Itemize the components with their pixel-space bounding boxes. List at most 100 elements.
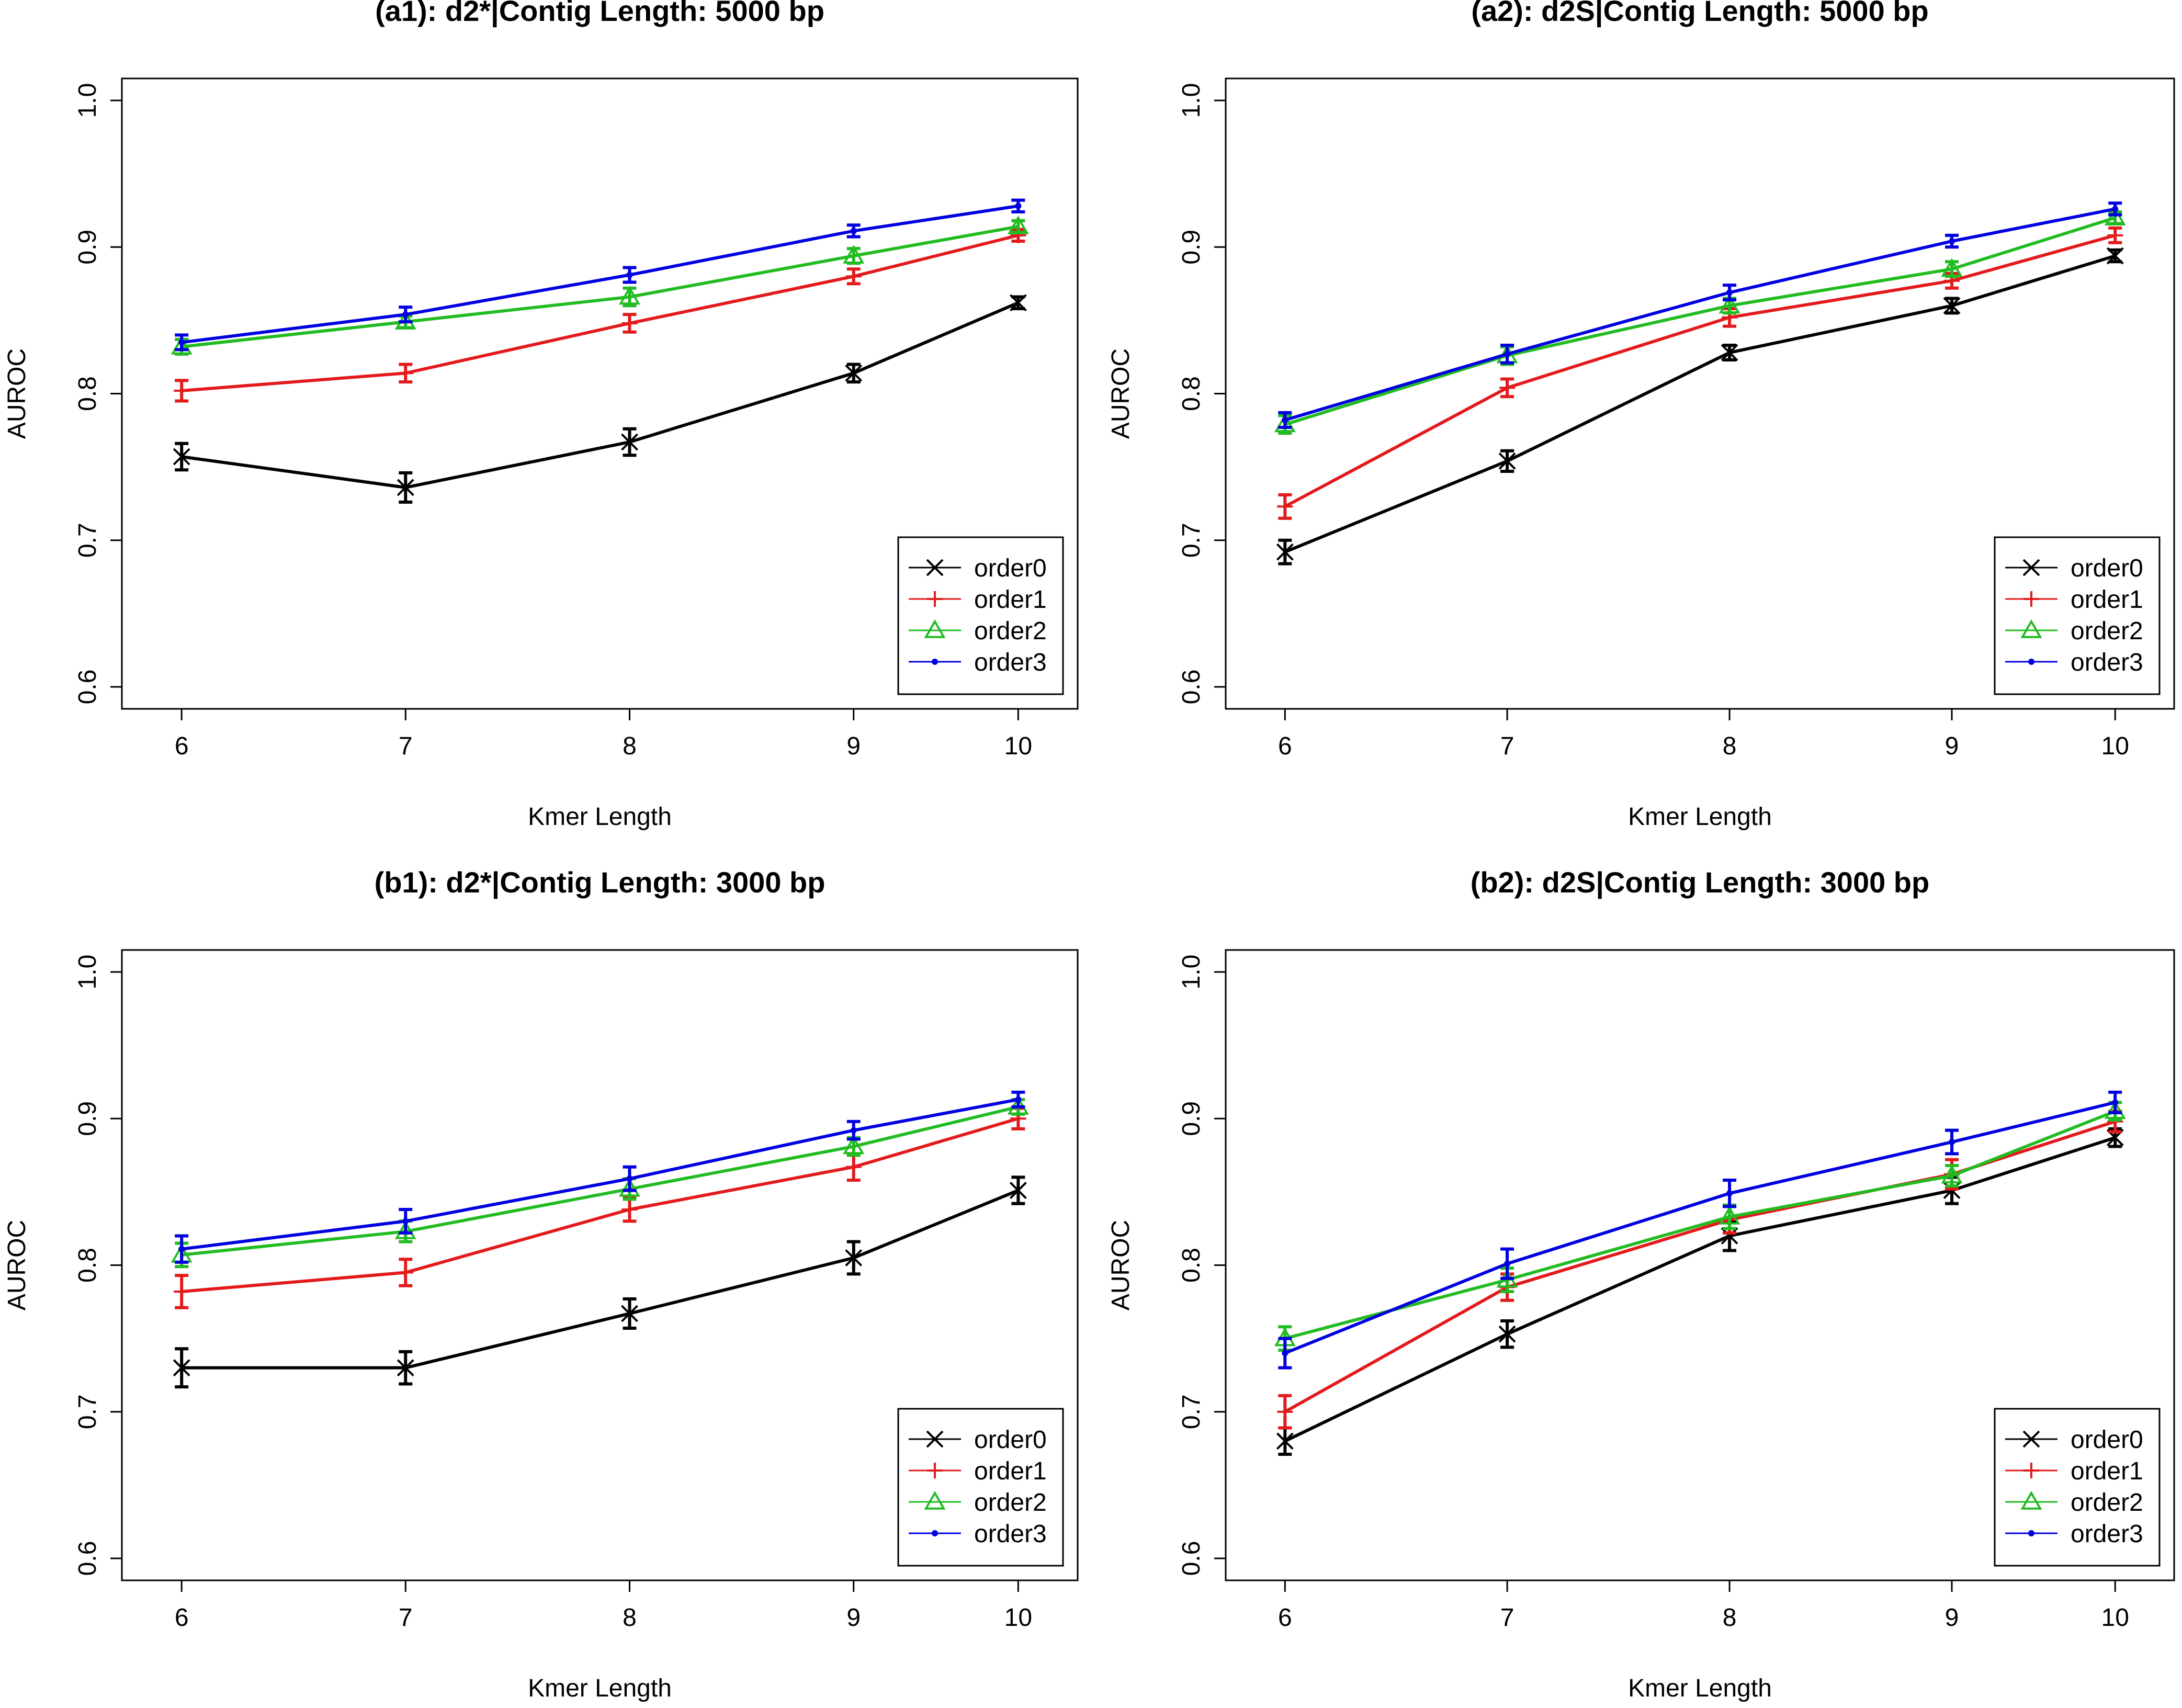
legend-swatch-marker: [2022, 559, 2040, 576]
legend-label: order2: [2071, 617, 2143, 645]
legend-swatch-marker: [932, 1530, 938, 1536]
x-tick-label: 9: [846, 732, 861, 760]
y-tick-label: 0.9: [74, 230, 101, 265]
marker-stroke: [621, 1305, 638, 1322]
legend-item-order0: order0: [2005, 555, 2143, 582]
series-order1: [174, 227, 1026, 403]
legend-item-order3: order3: [2005, 1520, 2143, 1548]
data-point: [1282, 416, 1288, 423]
y-tick-label: 0.6: [74, 670, 101, 705]
data-point: [2106, 247, 2124, 265]
legend-label: order3: [974, 1520, 1047, 1548]
series-line: [1284, 1136, 2116, 1443]
data-point: [850, 1127, 857, 1134]
x-axis-label: Kmer Length: [528, 803, 672, 831]
legend-item-order0: order0: [2005, 1426, 2143, 1454]
data-point: [1941, 258, 1963, 277]
legend-swatch-marker: [2020, 1490, 2042, 1510]
legend: order0 order1 order2 order3: [897, 1408, 1064, 1567]
series-line: [1284, 216, 2116, 426]
x-tick-label: 9: [1945, 1604, 1959, 1632]
legend-label: order1: [2071, 1457, 2143, 1485]
data-point: [2107, 227, 2123, 243]
legend: order0 order1 order2 order3: [1994, 536, 2161, 695]
legend-swatch-marker: [2028, 1530, 2034, 1536]
y-tick-label: 0.6: [1178, 1541, 1205, 1576]
y-tick-label: 0.8: [1178, 1248, 1205, 1283]
marker-stroke: [1943, 297, 1961, 314]
data-point: [1504, 350, 1511, 357]
series-line: [181, 1117, 1019, 1293]
legend-label: order1: [974, 1457, 1047, 1485]
series-order3: [1278, 201, 2122, 429]
data-point: [843, 245, 865, 264]
marker-stroke: [1009, 1182, 1027, 1199]
y-tick-label: 0.6: [74, 1541, 101, 1576]
series-order1: [174, 1106, 1026, 1309]
legend-item-order1: order1: [909, 586, 1047, 614]
legend-swatch-marker: [2023, 1463, 2039, 1478]
x-tick-label: 9: [1945, 732, 1959, 760]
data-point: [1498, 1325, 1516, 1343]
data-point: [621, 1202, 638, 1218]
marker-stroke: [926, 1430, 944, 1448]
y-tick-label: 1.0: [74, 83, 101, 118]
x-tick-label: 6: [1278, 732, 1292, 760]
y-axis-label: AUROC: [1107, 1220, 1135, 1310]
data-point: [1719, 295, 1740, 314]
legend-item-order3: order3: [909, 1520, 1047, 1548]
x-axis-label: Kmer Length: [1628, 803, 1772, 831]
x-tick-label: 6: [1278, 1604, 1292, 1632]
legend-label: order2: [974, 617, 1047, 645]
data-point: [1276, 1432, 1294, 1450]
data-point: [619, 1178, 640, 1197]
data-point: [174, 1283, 190, 1299]
marker-stroke: [1276, 1432, 1294, 1450]
series-order2: [1274, 207, 2126, 435]
data-point: [1015, 202, 1022, 209]
y-tick-label: 0.9: [1178, 230, 1205, 265]
legend-label: order3: [974, 649, 1047, 676]
data-point: [845, 1249, 863, 1266]
y-tick-label: 1.0: [74, 955, 101, 990]
series-line: [181, 233, 1019, 392]
x-tick-label: 10: [2101, 732, 2129, 760]
x-tick-label: 8: [623, 732, 637, 760]
data-point: [850, 228, 857, 234]
marker-stroke: [2022, 559, 2040, 576]
y-tick-label: 0.7: [1178, 1394, 1205, 1429]
legend-swatch-marker: [2028, 659, 2034, 665]
data-point: [1282, 1350, 1288, 1356]
data-point: [1949, 238, 1955, 245]
series-order0: [1276, 1127, 2124, 1456]
data-point: [1504, 1260, 1511, 1267]
panel-a1: (a1): d2*|Contig Length: 5000 bp 0.6 0.7 0.…: [3, 0, 1079, 831]
legend-label: order3: [2071, 1520, 2143, 1548]
legend-swatch-marker: [926, 559, 944, 576]
y-tick-label: 1.0: [1178, 83, 1205, 118]
series-order0: [173, 1175, 1027, 1389]
chart-title: (a2): d2S|Contig Length: 5000 bp: [1471, 0, 1928, 28]
series-line: [1284, 233, 2116, 508]
y-axis-label: AUROC: [3, 348, 31, 439]
data-point: [394, 1220, 416, 1239]
data-point: [1274, 413, 1296, 433]
y-tick-label: 0.9: [1178, 1101, 1205, 1136]
data-point: [402, 311, 409, 318]
data-point: [174, 382, 190, 399]
marker-stroke: [2022, 1430, 2040, 1448]
legend-item-order2: order2: [2005, 617, 2143, 645]
series-order0: [173, 294, 1027, 504]
marker-stroke: [1498, 1325, 1516, 1343]
data-point: [1277, 1404, 1293, 1420]
x-tick-label: 8: [1723, 1604, 1737, 1632]
y-tick-label: 0.7: [74, 523, 101, 558]
legend-label: order0: [974, 1426, 1047, 1454]
data-point: [178, 339, 185, 346]
legend-swatch-marker: [927, 591, 943, 607]
data-point: [1498, 452, 1516, 470]
y-tick-label: 0.7: [1178, 523, 1205, 558]
x-tick-label: 8: [623, 1604, 637, 1632]
legend-swatch-marker: [924, 1490, 946, 1510]
